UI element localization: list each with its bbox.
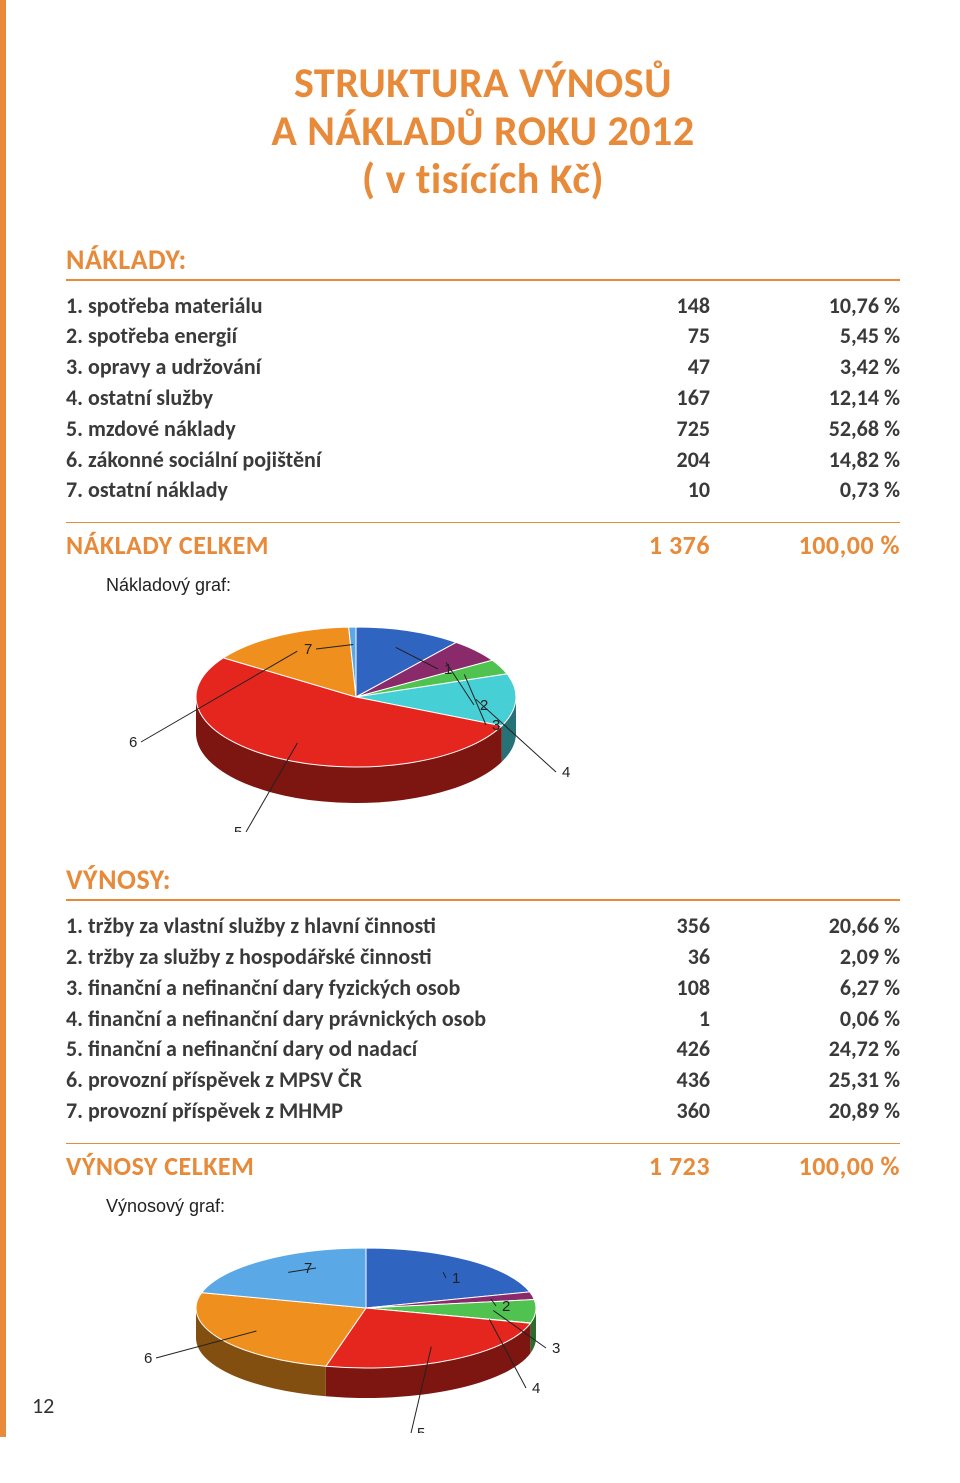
row-label: 6. zákonné sociální pojištění: [66, 445, 630, 476]
row-pct: 20,89 %: [750, 1096, 900, 1127]
row-value: 75: [630, 321, 750, 352]
title-line-1: STRUKTURA VÝNOSŮ: [294, 58, 672, 109]
row-pct: 5,45 %: [750, 321, 900, 352]
svg-text:1: 1: [452, 1270, 460, 1287]
row-pct: 3,42 %: [750, 352, 900, 383]
row-value: 47: [630, 352, 750, 383]
svg-text:3: 3: [552, 1340, 560, 1357]
row-value: 360: [630, 1096, 750, 1127]
row-value: 167: [630, 383, 750, 414]
row-value: 204: [630, 445, 750, 476]
row-label: 6. provozní příspěvek z MPSV ČR: [66, 1065, 630, 1096]
row-label: 5. mzdové náklady: [66, 414, 630, 445]
table-row: 2. tržby za služby z hospodářské činnost…: [66, 942, 900, 973]
row-pct: 52,68 %: [750, 414, 900, 445]
row-value: 725: [630, 414, 750, 445]
naklady-chart-title: Nákladový graf:: [106, 575, 900, 596]
naklady-total-row: NÁKLADY CELKEM 1 376 100,00 %: [66, 522, 900, 561]
row-pct: 14,82 %: [750, 445, 900, 476]
row-value: 1: [630, 1004, 750, 1035]
table-row: 5. mzdové náklady72552,68 %: [66, 414, 900, 445]
row-value: 426: [630, 1034, 750, 1065]
vynosy-chart-title: Výnosový graf:: [106, 1196, 900, 1217]
row-value: 10: [630, 475, 750, 506]
title-line-3: ( v tisících Kč): [362, 154, 604, 205]
row-label: 4. finanční a nefinanční dary právnickýc…: [66, 1004, 630, 1035]
row-label: 1. spotřeba materiálu: [66, 291, 630, 322]
naklady-total-label: NÁKLADY CELKEM: [66, 529, 630, 561]
table-row: 4. finanční a nefinanční dary právnickýc…: [66, 1004, 900, 1035]
naklady-table: 1. spotřeba materiálu14810,76 %2. spotře…: [66, 291, 900, 507]
vynosy-pie-chart: 1 2 3 4 5 6 7: [106, 1223, 666, 1433]
section-heading-naklady: NÁKLADY:: [66, 242, 900, 281]
vynosy-total-pct: 100,00 %: [750, 1150, 900, 1182]
naklady-total-pct: 100,00 %: [750, 529, 900, 561]
svg-text:4: 4: [562, 764, 570, 781]
row-label: 7. ostatní náklady: [66, 475, 630, 506]
svg-text:4: 4: [532, 1380, 540, 1397]
svg-text:3: 3: [492, 717, 500, 734]
page-number: 12: [32, 1392, 54, 1419]
row-value: 108: [630, 973, 750, 1004]
row-pct: 20,66 %: [750, 911, 900, 942]
svg-text:2: 2: [480, 697, 488, 714]
vynosy-total-label: VÝNOSY CELKEM: [66, 1150, 630, 1182]
row-value: 148: [630, 291, 750, 322]
table-row: 3. opravy a udržování473,42 %: [66, 352, 900, 383]
vynosy-total-row: VÝNOSY CELKEM 1 723 100,00 %: [66, 1143, 900, 1182]
page-title: STRUKTURA VÝNOSŮ A NÁKLADŮ ROKU 2012 ( v…: [66, 60, 900, 204]
svg-text:6: 6: [144, 1350, 152, 1367]
row-pct: 12,14 %: [750, 383, 900, 414]
row-label: 2. tržby za služby z hospodářské činnost…: [66, 942, 630, 973]
svg-text:2: 2: [502, 1298, 510, 1315]
row-label: 4. ostatní služby: [66, 383, 630, 414]
row-value: 36: [630, 942, 750, 973]
table-row: 2. spotřeba energií755,45 %: [66, 321, 900, 352]
vynosy-total-value: 1 723: [630, 1150, 750, 1182]
table-row: 3. finanční a nefinanční dary fyzických …: [66, 973, 900, 1004]
vynosy-table: 1. tržby za vlastní služby z hlavní činn…: [66, 911, 900, 1127]
row-pct: 25,31 %: [750, 1065, 900, 1096]
row-pct: 24,72 %: [750, 1034, 900, 1065]
naklady-pie-chart: 1234567: [106, 602, 666, 832]
row-value: 356: [630, 911, 750, 942]
row-label: 7. provozní příspěvek z MHMP: [66, 1096, 630, 1127]
vynosy-chart-wrap: Výnosový graf: 1 2 3 4 5 6 7: [106, 1196, 900, 1433]
table-row: 6. zákonné sociální pojištění20414,82 %: [66, 445, 900, 476]
row-pct: 10,76 %: [750, 291, 900, 322]
svg-text:5: 5: [234, 824, 242, 832]
svg-text:7: 7: [304, 1260, 312, 1277]
row-label: 3. opravy a udržování: [66, 352, 630, 383]
table-row: 1. spotřeba materiálu14810,76 %: [66, 291, 900, 322]
table-row: 4. ostatní služby16712,14 %: [66, 383, 900, 414]
svg-text:5: 5: [417, 1425, 425, 1433]
svg-text:6: 6: [129, 734, 137, 751]
row-pct: 6,27 %: [750, 973, 900, 1004]
row-label: 5. finanční a nefinanční dary od nadací: [66, 1034, 630, 1065]
row-label: 3. finanční a nefinanční dary fyzických …: [66, 973, 630, 1004]
naklady-chart-wrap: Nákladový graf: 1234567: [106, 575, 900, 832]
svg-text:7: 7: [304, 641, 312, 658]
row-label: 1. tržby za vlastní služby z hlavní činn…: [66, 911, 630, 942]
table-row: 7. ostatní náklady100,73 %: [66, 475, 900, 506]
table-row: 1. tržby za vlastní služby z hlavní činn…: [66, 911, 900, 942]
row-value: 436: [630, 1065, 750, 1096]
section-heading-vynosy: VÝNOSY:: [66, 862, 900, 901]
row-pct: 0,06 %: [750, 1004, 900, 1035]
table-row: 7. provozní příspěvek z MHMP36020,89 %: [66, 1096, 900, 1127]
title-line-2: A NÁKLADŮ ROKU 2012: [271, 106, 694, 157]
row-label: 2. spotřeba energií: [66, 321, 630, 352]
table-row: 6. provozní příspěvek z MPSV ČR43625,31 …: [66, 1065, 900, 1096]
row-pct: 2,09 %: [750, 942, 900, 973]
naklady-total-value: 1 376: [630, 529, 750, 561]
row-pct: 0,73 %: [750, 475, 900, 506]
table-row: 5. finanční a nefinanční dary od nadací4…: [66, 1034, 900, 1065]
